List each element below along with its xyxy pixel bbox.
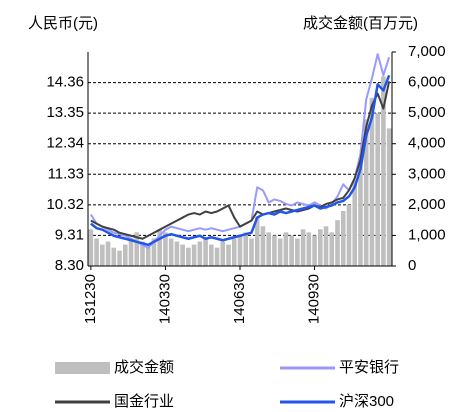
volume-bar (289, 235, 294, 266)
y-tick-label: 12.34 (46, 135, 84, 152)
x-tick-label: 131230 (82, 274, 99, 324)
legend-label: 沪深300 (339, 393, 394, 410)
y-tick-label: 9.31 (55, 226, 84, 243)
volume-bar (111, 247, 117, 266)
volume-bar (243, 232, 249, 266)
legend-label: 平安银行 (339, 359, 399, 376)
volume-bar (145, 247, 151, 266)
volume-bar (100, 244, 105, 266)
volume-bar (318, 229, 323, 266)
price-line (90, 81, 391, 240)
volume-bar (117, 250, 122, 266)
volume-bar (151, 238, 157, 266)
volume-bar (306, 232, 312, 266)
y-tick-label: 14.36 (46, 74, 84, 91)
volume-bar (358, 159, 363, 266)
volume-bar (168, 238, 174, 266)
y-tick-label: 10.32 (46, 196, 84, 213)
y2-tick-label: 4,000 (408, 135, 446, 152)
volume-bar (174, 241, 180, 266)
volume-bar (203, 238, 208, 266)
volume-bar (346, 204, 352, 266)
volume-bar (323, 226, 329, 266)
y2-tick-label: 7,000 (408, 43, 446, 60)
x-tick-label: 140630 (231, 274, 248, 324)
volume-bar (249, 238, 254, 266)
volume-bar (260, 226, 266, 266)
volume-bar (329, 232, 335, 266)
volume-bar (157, 229, 162, 266)
volume-bar (295, 238, 300, 266)
volume-bar (186, 247, 191, 266)
volume-bar (335, 220, 340, 266)
y2-tick-label: 2,000 (408, 196, 446, 213)
legend-label: 成交金额 (114, 358, 174, 376)
volume-bar (369, 97, 375, 266)
volume-bar (122, 244, 128, 266)
volume-bar (191, 244, 197, 266)
x-tick-label: 140330 (156, 274, 173, 324)
volume-bar (231, 238, 237, 266)
volume-bar (134, 232, 140, 266)
y-tick-label: 13.35 (46, 104, 84, 121)
volume-bar (312, 235, 317, 266)
volume-bar (386, 128, 392, 266)
y-tick-label: 11.33 (48, 165, 84, 182)
x-tick-label: 140930 (306, 274, 323, 324)
volume-bar (266, 232, 271, 266)
volume-bar (375, 113, 380, 267)
volume-bar (352, 180, 358, 266)
volume-bar (128, 238, 134, 266)
volume-bar (277, 238, 283, 266)
volume-bar (381, 76, 386, 266)
y2-tick-label: 3,000 (408, 165, 446, 182)
volume-bar (94, 238, 99, 266)
price-line (90, 74, 391, 247)
volume-bar (88, 229, 94, 266)
volume-bar (105, 241, 111, 266)
volume-bar (254, 217, 260, 266)
y2-tick-label: 0 (408, 257, 416, 274)
volume-bar (209, 244, 214, 266)
y2-axis-title: 成交金额(百万元) (303, 14, 418, 32)
volume-bar (340, 210, 346, 266)
volume-bar (214, 247, 220, 266)
y2-tick-label: 5,000 (408, 104, 446, 121)
legend-label: 国金行业 (114, 393, 174, 410)
volume-bar (180, 244, 185, 266)
y2-tick-label: 6,000 (408, 74, 446, 91)
volume-bar (237, 235, 243, 266)
volume-bar (140, 241, 145, 266)
volume-bar (220, 241, 226, 266)
y2-tick-label: 1,000 (408, 226, 446, 243)
legend-swatch (55, 362, 110, 374)
volume-bar (226, 244, 231, 266)
y-axis-title: 人民币(元) (28, 15, 98, 32)
volume-bar (363, 119, 369, 266)
volume-bar (163, 232, 168, 266)
volume-bar (197, 241, 203, 266)
volume-bar (283, 232, 289, 266)
y-tick-label: 8.30 (55, 257, 84, 274)
volume-bar (272, 235, 277, 266)
volume-bar (300, 229, 306, 266)
